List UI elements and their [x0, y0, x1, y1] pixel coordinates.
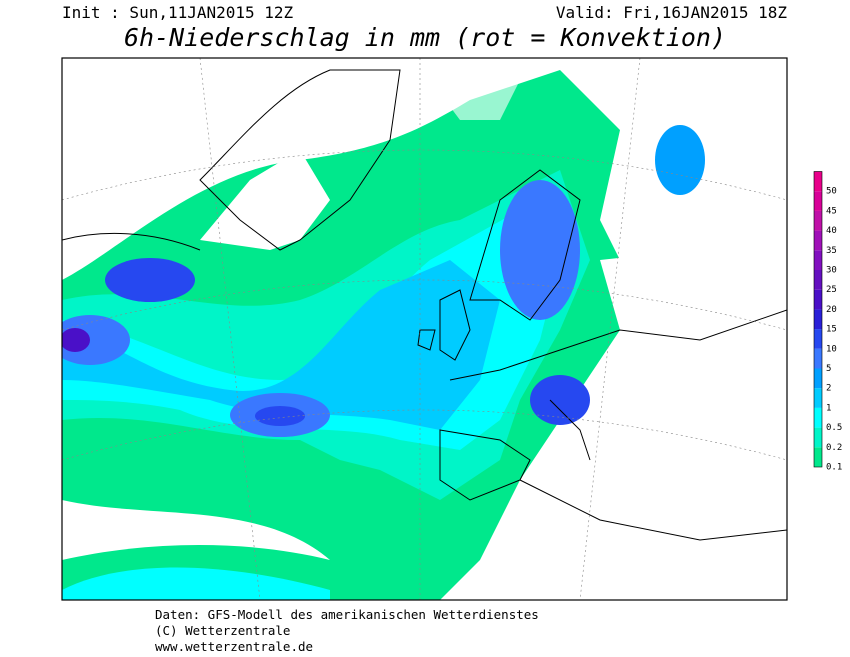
valid-time: Valid: Fri,16JAN2015 18Z	[556, 3, 788, 22]
legend-label: 5	[826, 364, 831, 374]
legend-swatch	[814, 368, 822, 389]
legend-label: 0.1	[826, 463, 842, 473]
legend-swatch	[814, 309, 822, 330]
legend-label: 30	[826, 266, 837, 276]
legend-swatch	[814, 171, 822, 192]
legend-swatch	[814, 191, 822, 211]
legend-label: 0.5	[826, 423, 842, 433]
legend-swatch	[814, 388, 822, 408]
legend-label: 40	[826, 226, 837, 236]
legend-label: 0.2	[826, 443, 842, 453]
legend-label: 35	[826, 246, 837, 256]
legend-label: 20	[826, 305, 837, 315]
legend-swatch	[814, 427, 822, 448]
legend-label: 2	[826, 384, 831, 394]
footer-line: (C) Wetterzentrale	[155, 623, 290, 638]
footer-line: Daten: GFS-Modell des amerikanischen Wet…	[155, 607, 539, 622]
legend-swatch	[814, 329, 822, 349]
legend-label: 50	[826, 187, 837, 197]
legend-swatch	[814, 210, 822, 231]
precip-map	[61, 57, 788, 601]
legend-label: 1	[826, 403, 831, 413]
legend-label: 10	[826, 344, 837, 354]
legend-swatch	[814, 270, 822, 290]
legend-swatch	[814, 348, 822, 369]
legend-swatch	[814, 447, 822, 467]
footer-line: www.wetterzentrale.de	[155, 639, 313, 654]
legend-label: 15	[826, 325, 837, 335]
map-title: 6h-Niederschlag in mm (rot = Konvektion)	[124, 23, 726, 52]
legend-label: 25	[826, 285, 837, 295]
legend-swatch	[814, 230, 822, 251]
legend-frame	[813, 171, 823, 468]
init-time: Init : Sun,11JAN2015 12Z	[62, 3, 294, 22]
legend-swatch	[814, 250, 822, 270]
legend-swatch	[814, 289, 822, 310]
legend-swatch	[814, 407, 822, 428]
legend-label: 45	[826, 206, 837, 216]
